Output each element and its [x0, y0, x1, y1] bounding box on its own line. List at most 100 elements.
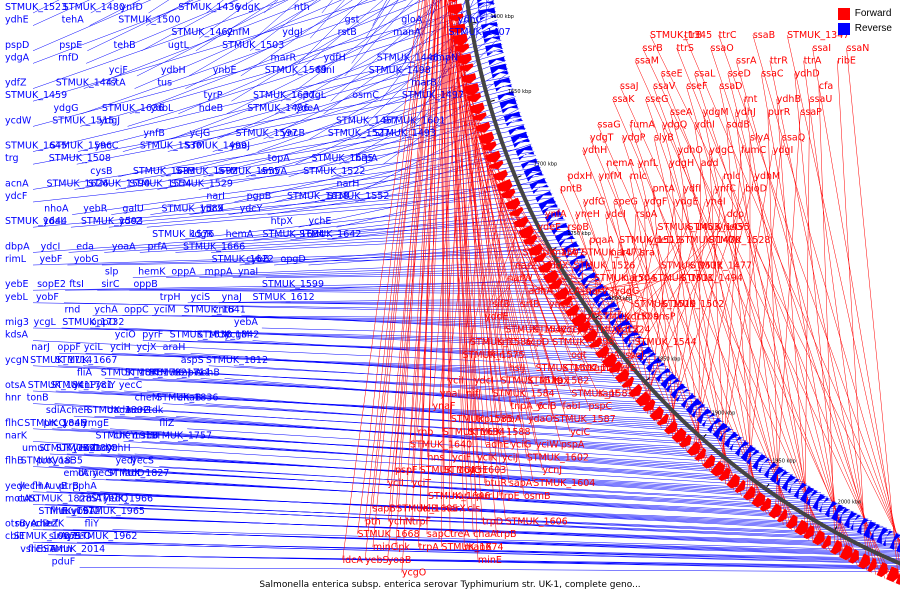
reverse-leader [159, 441, 807, 485]
reverse-gene-label: rimL [5, 254, 27, 265]
forward-gene-label: add [701, 158, 719, 169]
reverse-feature [837, 507, 849, 524]
reverse-leader [185, 0, 369, 89]
forward-leader [448, 16, 486, 445]
forward-gene-label: narL [452, 491, 474, 502]
forward-gene-label: ynaI [440, 388, 460, 399]
forward-leader [426, 0, 440, 535]
reverse-feature [551, 222, 568, 235]
forward-gene-label: STMUK_1585 [451, 414, 513, 425]
reverse-gene-label: yobF [36, 292, 59, 303]
reverse-gene-label: yncC [95, 141, 119, 152]
reverse-gene-label: yobA [72, 506, 96, 517]
reverse-gene-label: ycjG [189, 128, 210, 139]
forward-leader [686, 86, 823, 548]
forward-leader [637, 162, 707, 469]
reverse-gene-label: acnA [5, 178, 29, 189]
reverse-gene-label: narJ [31, 342, 50, 353]
forward-feature [450, 23, 466, 34]
reverse-leader [103, 541, 900, 562]
reverse-leader [327, 212, 562, 241]
forward-feature [449, 13, 464, 22]
reverse-leader [190, 352, 688, 388]
forward-gene-label: narV [586, 286, 609, 297]
reverse-gene-label: yciH [110, 342, 131, 353]
reverse-leader [80, 7, 496, 127]
forward-gene-label: sapF [598, 388, 620, 399]
reverse-gene-label: pphA [72, 481, 97, 492]
forward-gene-label: hslJ [509, 363, 525, 374]
forward-feature [456, 53, 472, 65]
forward-gene-label: STMUK_1514 [533, 324, 595, 335]
reverse-leader [240, 0, 353, 77]
reverse-leader [187, 428, 780, 466]
reverse-gene-label: oppC [124, 304, 149, 315]
forward-leader [694, 175, 724, 459]
reverse-gene-label: STMUK_1836 [156, 393, 218, 404]
reverse-feature [863, 521, 877, 539]
forward-leader [456, 0, 497, 535]
forward-feature [509, 206, 524, 217]
reverse-gene-label: amn [51, 544, 72, 555]
reverse-leader [344, 0, 413, 77]
forward-gene-label: ydfI [683, 184, 701, 195]
forward-gene-label: STMUK_1581 [562, 363, 624, 374]
reverse-feature [495, 84, 512, 92]
forward-feature [821, 534, 831, 549]
reverse-leader [32, 441, 814, 489]
reverse-feature [477, 0, 494, 4]
forward-gene-label: nmpC [569, 312, 597, 323]
forward-gene-label: STMUK_1345 [650, 30, 712, 41]
forward-gene-label: ydgI [773, 145, 793, 156]
reverse-gene-label: cysB [90, 166, 112, 177]
forward-leader [643, 201, 652, 418]
forward-feature [839, 544, 853, 561]
forward-gene-label: STMUK_1470 [679, 235, 741, 246]
forward-label-leaders [342, 0, 900, 585]
reverse-gene-label: flhE [49, 506, 67, 517]
reverse-leader [48, 466, 850, 510]
reverse-feature [538, 197, 556, 211]
reverse-leader [199, 0, 253, 39]
forward-gene-label: yoaB [388, 555, 412, 566]
reverse-feature [799, 486, 815, 504]
forward-gene-label: rspA [636, 209, 658, 220]
reverse-leader [114, 415, 766, 456]
forward-feature [447, 0, 458, 3]
forward-gene-label: ydcJ [561, 324, 581, 335]
forward-gene-label: srfB [521, 299, 540, 310]
forward-gene-label: fnr [490, 350, 503, 361]
reverse-leader [32, 428, 783, 469]
reverse-leader [118, 84, 513, 178]
forward-gene-label: ycjE [616, 363, 636, 374]
forward-leader [463, 84, 511, 407]
reverse-feature [650, 362, 665, 376]
forward-leader [612, 98, 801, 536]
forward-leader [818, 86, 836, 555]
forward-leader [372, 0, 427, 548]
forward-leader [769, 60, 877, 575]
reverse-gene-label: ychA [94, 304, 118, 315]
forward-feature [679, 434, 692, 448]
forward-gene-label: nifJ [466, 388, 481, 399]
forward-gene-label: ssaQ [782, 132, 805, 143]
forward-leader [441, 0, 446, 548]
reverse-gene-label: trpH [160, 292, 181, 303]
reverse-feature [631, 341, 648, 356]
reverse-leader [141, 441, 804, 482]
forward-gene-label: trpF [412, 516, 431, 527]
forward-gene-label: ssaB [753, 30, 775, 41]
reverse-gene-label: hdeB [199, 103, 223, 114]
reverse-leader [231, 0, 399, 102]
forward-leader [387, 0, 433, 560]
reverse-gene-label: yebF [39, 254, 62, 265]
forward-leader [448, 0, 528, 458]
reverse-gene-label: ynbE [213, 65, 237, 76]
forward-leader [594, 239, 709, 354]
forward-gene-label: sapC [427, 529, 451, 540]
reverse-gene-label: cybB [246, 254, 269, 265]
reverse-gene-label: pspE [59, 40, 82, 51]
forward-leader [837, 60, 867, 571]
forward-leader [652, 86, 827, 551]
